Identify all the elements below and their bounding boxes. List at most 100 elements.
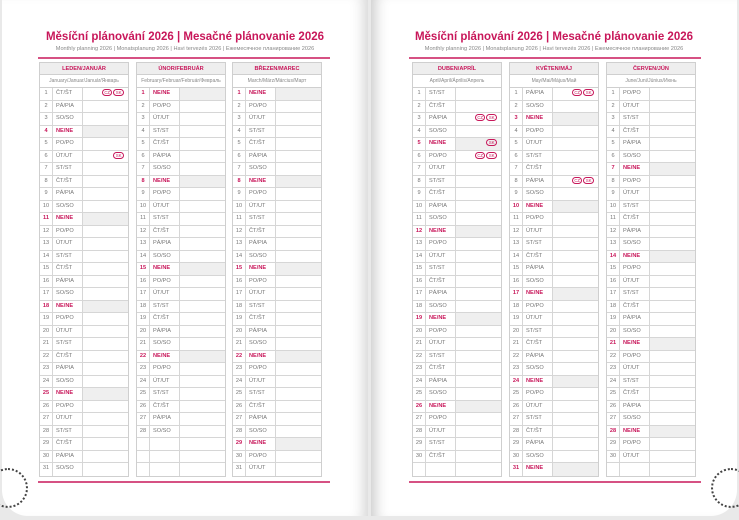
notes-cell[interactable] xyxy=(456,213,501,225)
notes-cell[interactable] xyxy=(650,276,695,288)
notes-cell[interactable] xyxy=(83,338,128,350)
notes-cell[interactable] xyxy=(456,326,501,338)
notes-cell[interactable]: CZ SK xyxy=(456,151,501,163)
notes-cell[interactable] xyxy=(180,188,225,200)
notes-cell[interactable] xyxy=(276,126,321,138)
notes-cell[interactable] xyxy=(456,313,501,325)
notes-cell[interactable] xyxy=(553,113,598,125)
notes-cell[interactable] xyxy=(650,426,695,438)
notes-cell[interactable] xyxy=(83,451,128,463)
notes-cell[interactable] xyxy=(83,426,128,438)
notes-cell[interactable] xyxy=(553,138,598,150)
notes-cell[interactable] xyxy=(456,388,501,400)
notes-cell[interactable] xyxy=(456,288,501,300)
notes-cell[interactable] xyxy=(83,113,128,125)
notes-cell[interactable] xyxy=(456,438,501,450)
notes-cell[interactable]: SK xyxy=(456,138,501,150)
notes-cell[interactable] xyxy=(276,113,321,125)
notes-cell[interactable] xyxy=(83,126,128,138)
notes-cell[interactable] xyxy=(650,251,695,263)
notes-cell[interactable] xyxy=(83,376,128,388)
notes-cell[interactable] xyxy=(456,451,501,463)
notes-cell[interactable] xyxy=(180,126,225,138)
notes-cell[interactable] xyxy=(456,263,501,275)
notes-cell[interactable] xyxy=(276,263,321,275)
notes-cell[interactable]: CZ SK xyxy=(553,88,598,100)
notes-cell[interactable] xyxy=(83,413,128,425)
notes-cell[interactable] xyxy=(180,401,225,413)
notes-cell[interactable] xyxy=(456,401,501,413)
notes-cell[interactable] xyxy=(276,138,321,150)
notes-cell[interactable] xyxy=(276,363,321,375)
notes-cell[interactable] xyxy=(650,138,695,150)
notes-cell[interactable] xyxy=(650,451,695,463)
notes-cell[interactable] xyxy=(276,251,321,263)
notes-cell[interactable] xyxy=(276,188,321,200)
notes-cell[interactable]: CZ SK xyxy=(456,113,501,125)
notes-cell[interactable] xyxy=(180,276,225,288)
notes-cell[interactable] xyxy=(83,301,128,313)
notes-cell[interactable] xyxy=(456,101,501,113)
notes-cell[interactable] xyxy=(83,438,128,450)
notes-cell[interactable] xyxy=(180,376,225,388)
notes-cell[interactable] xyxy=(83,101,128,113)
notes-cell[interactable] xyxy=(553,338,598,350)
notes-cell[interactable] xyxy=(276,426,321,438)
notes-cell[interactable] xyxy=(83,401,128,413)
notes-cell[interactable] xyxy=(650,163,695,175)
notes-cell[interactable] xyxy=(650,126,695,138)
notes-cell[interactable] xyxy=(553,376,598,388)
notes-cell[interactable] xyxy=(650,413,695,425)
notes-cell[interactable] xyxy=(650,388,695,400)
notes-cell[interactable] xyxy=(650,213,695,225)
notes-cell[interactable] xyxy=(553,363,598,375)
notes-cell[interactable] xyxy=(276,388,321,400)
notes-cell[interactable] xyxy=(180,113,225,125)
notes-cell[interactable] xyxy=(180,213,225,225)
notes-cell[interactable] xyxy=(83,313,128,325)
notes-cell[interactable] xyxy=(553,413,598,425)
notes-cell[interactable] xyxy=(456,126,501,138)
notes-cell[interactable] xyxy=(276,413,321,425)
notes-cell[interactable] xyxy=(180,363,225,375)
notes-cell[interactable] xyxy=(83,138,128,150)
notes-cell[interactable] xyxy=(180,351,225,363)
notes-cell[interactable] xyxy=(276,463,321,476)
notes-cell[interactable] xyxy=(83,213,128,225)
notes-cell[interactable] xyxy=(650,401,695,413)
notes-cell[interactable] xyxy=(180,438,225,450)
notes-cell[interactable] xyxy=(553,226,598,238)
notes-cell[interactable] xyxy=(650,188,695,200)
notes-cell[interactable] xyxy=(83,363,128,375)
notes-cell[interactable] xyxy=(456,201,501,213)
notes-cell[interactable]: CZ SK xyxy=(553,176,598,188)
notes-cell[interactable] xyxy=(276,438,321,450)
notes-cell[interactable] xyxy=(553,126,598,138)
notes-cell[interactable] xyxy=(456,426,501,438)
notes-cell[interactable] xyxy=(276,288,321,300)
notes-cell[interactable] xyxy=(83,201,128,213)
notes-cell[interactable] xyxy=(180,138,225,150)
notes-cell[interactable] xyxy=(553,263,598,275)
notes-cell[interactable] xyxy=(180,426,225,438)
notes-cell[interactable] xyxy=(553,351,598,363)
notes-cell[interactable] xyxy=(83,276,128,288)
notes-cell[interactable] xyxy=(180,88,225,100)
notes-cell[interactable] xyxy=(276,213,321,225)
notes-cell[interactable] xyxy=(553,301,598,313)
notes-cell[interactable] xyxy=(83,176,128,188)
notes-cell[interactable] xyxy=(276,401,321,413)
notes-cell[interactable] xyxy=(456,276,501,288)
notes-cell[interactable]: CZ SK xyxy=(83,88,128,100)
notes-cell[interactable] xyxy=(650,463,695,476)
notes-cell[interactable] xyxy=(553,451,598,463)
notes-cell[interactable] xyxy=(650,326,695,338)
notes-cell[interactable] xyxy=(650,438,695,450)
notes-cell[interactable] xyxy=(553,251,598,263)
notes-cell[interactable] xyxy=(180,251,225,263)
notes-cell[interactable] xyxy=(650,176,695,188)
notes-cell[interactable] xyxy=(276,176,321,188)
notes-cell[interactable] xyxy=(456,238,501,250)
notes-cell[interactable] xyxy=(180,151,225,163)
notes-cell[interactable] xyxy=(553,326,598,338)
